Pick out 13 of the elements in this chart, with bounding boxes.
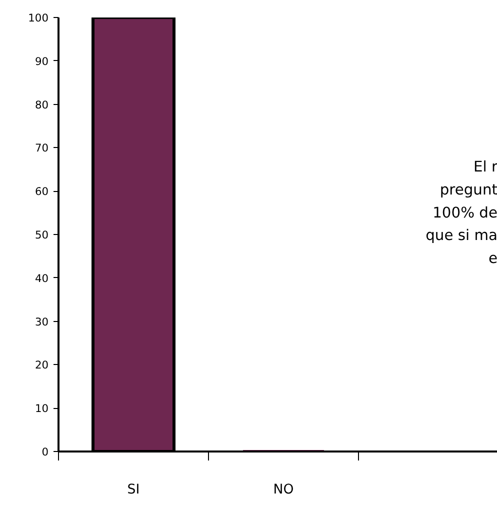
y-tick-label: 50 [34,228,49,242]
y-tick-label: 0 [42,446,49,458]
y-tick-label: 90 [34,54,49,68]
y-tick-label: 70 [34,142,49,155]
x-tick-label: NO [273,482,294,498]
y-tick-label: 20 [34,358,49,372]
y-tick-label: 100 [28,12,49,24]
y-tick-label: 60 [34,185,49,198]
y-tick-label: 30 [34,315,49,328]
y-tick-label: 80 [34,98,49,112]
x-tick-label: SI [127,482,140,498]
y-tick-label: 10 [34,402,49,416]
y-tick-label: 40 [34,272,49,285]
